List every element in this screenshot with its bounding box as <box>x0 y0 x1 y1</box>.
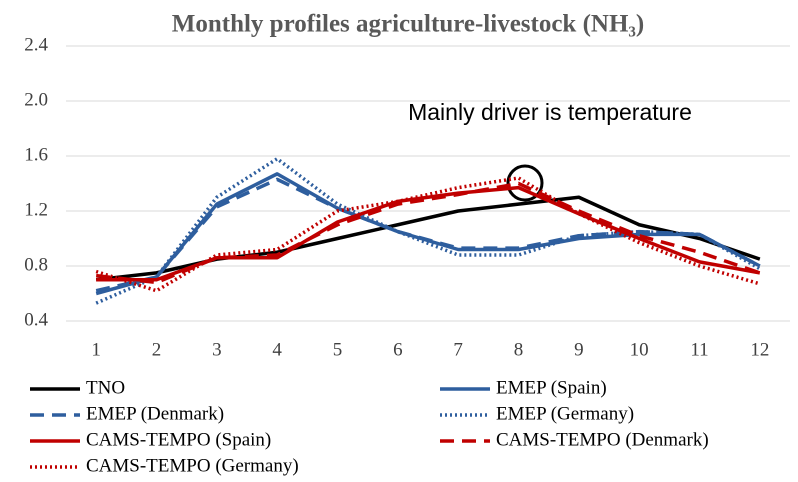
legend-label: CAMS-TEMPO (Denmark) <box>496 429 709 450</box>
x-tick-label: 12 <box>750 339 769 360</box>
x-tick-label: 5 <box>333 339 343 360</box>
legend-label: CAMS-TEMPO (Spain) <box>86 429 271 450</box>
series-line <box>95 157 761 305</box>
series-line <box>95 177 761 293</box>
x-tick-label: 8 <box>514 339 524 360</box>
x-tick-label: 2 <box>152 339 162 360</box>
x-tick-label: 1 <box>91 339 101 360</box>
x-tick-label: 4 <box>272 339 282 360</box>
legend-label: EMEP (Germany) <box>496 403 634 424</box>
legend-label: CAMS-TEMPO (Germany) <box>86 455 299 476</box>
x-tick-label: 11 <box>690 339 708 360</box>
y-tick-label: 2.4 <box>24 34 48 55</box>
legend-label: TNO <box>86 377 125 398</box>
x-tick-label: 6 <box>393 339 403 360</box>
legend-label: EMEP (Denmark) <box>86 403 224 424</box>
annotation: Mainly driver is temperature <box>408 99 692 125</box>
y-tick-label: 1.6 <box>24 144 48 165</box>
y-tick-label: 1.2 <box>24 199 48 220</box>
y-tick-label: 0.8 <box>24 254 48 275</box>
x-tick-label: 10 <box>630 339 649 360</box>
x-tick-label: 3 <box>212 339 222 360</box>
y-tick-label: 2.0 <box>24 89 48 110</box>
y-tick-label: 0.4 <box>24 309 48 330</box>
chart-title: Monthly profiles agriculture-livestock (… <box>172 11 645 38</box>
highlight-circle <box>506 164 544 202</box>
x-tick-label: 9 <box>574 339 584 360</box>
x-tick-label: 7 <box>453 339 463 360</box>
series-line <box>95 176 761 293</box>
legend-label: EMEP (Spain) <box>496 377 607 398</box>
